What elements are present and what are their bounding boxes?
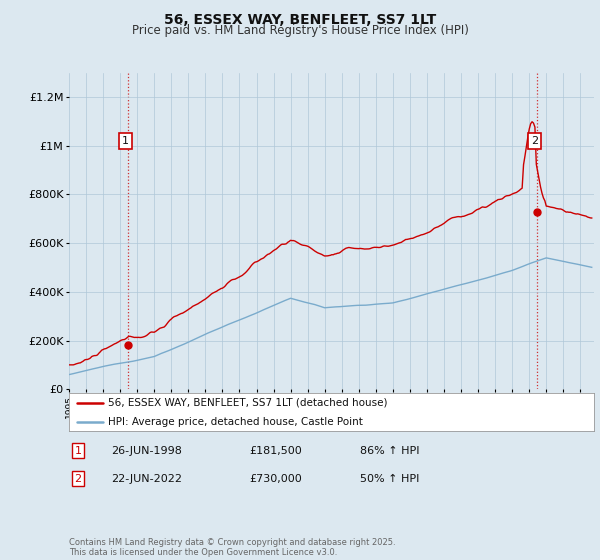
Text: 50% ↑ HPI: 50% ↑ HPI [361,474,419,484]
Text: 2: 2 [74,474,82,484]
Text: Price paid vs. HM Land Registry's House Price Index (HPI): Price paid vs. HM Land Registry's House … [131,24,469,38]
Text: £181,500: £181,500 [250,446,302,456]
Text: 1: 1 [122,136,129,146]
Text: 86% ↑ HPI: 86% ↑ HPI [360,446,420,456]
Text: 56, ESSEX WAY, BENFLEET, SS7 1LT: 56, ESSEX WAY, BENFLEET, SS7 1LT [164,13,436,27]
Text: Contains HM Land Registry data © Crown copyright and database right 2025.
This d: Contains HM Land Registry data © Crown c… [69,538,395,557]
Text: 26-JUN-1998: 26-JUN-1998 [112,446,182,456]
Text: 56, ESSEX WAY, BENFLEET, SS7 1LT (detached house): 56, ESSEX WAY, BENFLEET, SS7 1LT (detach… [109,398,388,408]
Text: 22-JUN-2022: 22-JUN-2022 [112,474,182,484]
Text: £730,000: £730,000 [250,474,302,484]
Text: 1: 1 [74,446,82,456]
Text: 2: 2 [531,136,538,146]
Text: HPI: Average price, detached house, Castle Point: HPI: Average price, detached house, Cast… [109,417,363,427]
